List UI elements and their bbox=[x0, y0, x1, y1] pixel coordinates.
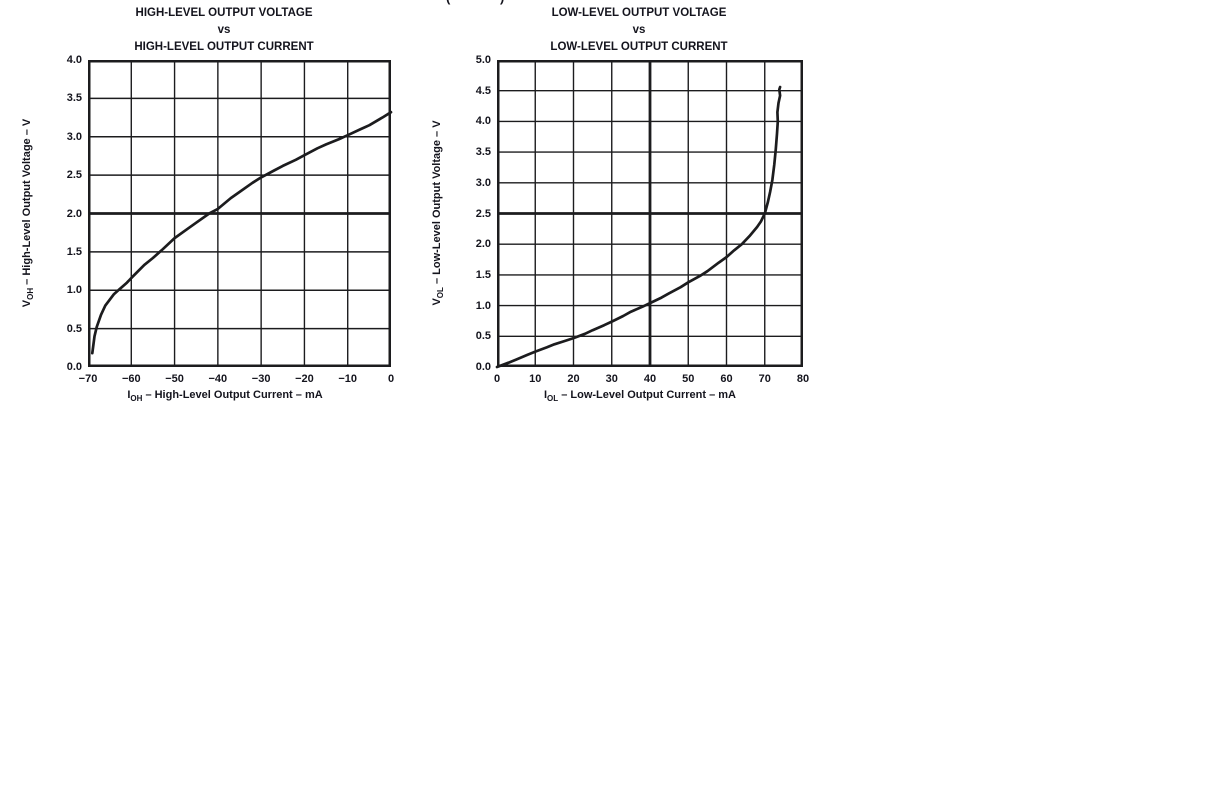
plot-area bbox=[495, 60, 803, 369]
y-axis-label-symbol: V bbox=[431, 298, 443, 306]
y-axis-label-subscript: OH bbox=[26, 287, 36, 300]
x-tick-label: 80 bbox=[796, 373, 810, 385]
x-axis-label-symbol: I bbox=[543, 389, 548, 401]
data-curve bbox=[495, 85, 782, 369]
x-axis-label: IOH – High-Level Output Current – mA bbox=[127, 389, 323, 404]
y-tick-label: 3.5 bbox=[66, 92, 82, 105]
chart-title-line-1: LOW-LEVEL OUTPUT VOLTAGE bbox=[551, 7, 727, 19]
x-tick-label: 50 bbox=[682, 373, 695, 385]
y-axis-label-symbol: V bbox=[21, 299, 33, 308]
chart-title: HIGH-LEVEL OUTPUT VOLTAGE vs HIGH-LEVEL … bbox=[134, 5, 313, 56]
y-tick-label: 3.0 bbox=[66, 130, 82, 143]
x-tick-label: 40 bbox=[643, 373, 657, 385]
x-axis-label-subscript: OL bbox=[547, 394, 559, 404]
y-tick-label: 3.5 bbox=[475, 146, 491, 159]
x-tick-label: −30 bbox=[251, 373, 271, 385]
x-tick-label: 0 bbox=[493, 373, 501, 385]
y-axis-label-subscript: OL bbox=[436, 287, 446, 299]
y-tick-label: 0.0 bbox=[475, 361, 491, 373]
y-tick-label: 1.0 bbox=[475, 299, 491, 312]
y-axis-label-text: – Low-Level Output Voltage – V bbox=[431, 120, 443, 288]
chart-title-line-2: vs bbox=[632, 24, 646, 36]
x-tick-label: −10 bbox=[338, 373, 358, 385]
plot-border bbox=[88, 60, 391, 367]
y-tick-label: 0.0 bbox=[66, 361, 82, 373]
y-tick-label: 1.5 bbox=[475, 268, 491, 281]
y-tick-label: 4.0 bbox=[475, 115, 491, 128]
x-tick-label: 60 bbox=[720, 373, 733, 385]
x-axis-label-symbol: I bbox=[127, 389, 131, 401]
y-axis-label: VOL – Low-Level Output Voltage – V bbox=[431, 120, 446, 306]
x-tick-label: 10 bbox=[529, 373, 542, 385]
y-tick-label: 4.5 bbox=[475, 84, 491, 97]
cropped-text-fragment: ( ) bbox=[440, 0, 520, 5]
y-tick-label: 2.0 bbox=[66, 207, 82, 220]
y-tick-label: 1.0 bbox=[66, 284, 82, 297]
y-tick-label: 0.5 bbox=[475, 330, 491, 343]
y-tick-label: 2.5 bbox=[475, 207, 491, 220]
y-tick-label: 3.0 bbox=[475, 176, 491, 189]
chart-title-line-1: HIGH-LEVEL OUTPUT VOLTAGE bbox=[135, 7, 313, 19]
x-tick-label: 0 bbox=[387, 373, 395, 385]
y-tick-label: 2.0 bbox=[475, 238, 491, 251]
y-tick-label: 1.5 bbox=[66, 245, 82, 258]
y-tick-label: 0.5 bbox=[66, 322, 82, 335]
y-tick-label: 4.0 bbox=[66, 54, 82, 66]
cropped-left-paren: ( bbox=[446, 0, 450, 5]
y-axis-label-text: – High-Level Output Voltage – V bbox=[21, 118, 33, 288]
chart-title: LOW-LEVEL OUTPUT VOLTAGE vs LOW-LEVEL OU… bbox=[550, 5, 727, 56]
x-tick-label: −40 bbox=[208, 373, 228, 385]
x-axis-label-subscript: OH bbox=[130, 394, 143, 404]
x-tick-label: −50 bbox=[165, 373, 184, 385]
y-tick-label: 2.5 bbox=[66, 169, 82, 182]
chart-title-line-3: HIGH-LEVEL OUTPUT CURRENT bbox=[134, 41, 314, 53]
x-axis-label-text: – Low-Level Output Current – mA bbox=[558, 389, 737, 401]
x-tick-label: −60 bbox=[121, 373, 141, 385]
y-axis-label: VOH – High-Level Output Voltage – V bbox=[21, 118, 36, 308]
cropped-right-paren: ) bbox=[500, 0, 504, 5]
x-tick-label: 70 bbox=[758, 373, 771, 385]
x-tick-label: 20 bbox=[567, 373, 580, 385]
x-tick-label: −70 bbox=[78, 373, 98, 385]
x-axis-label: IOL – Low-Level Output Current – mA bbox=[543, 389, 737, 404]
y-tick-label: 5.0 bbox=[475, 54, 491, 66]
chart-title-line-2: vs bbox=[217, 24, 231, 36]
x-tick-label: 30 bbox=[605, 373, 618, 385]
chart-title-line-3: LOW-LEVEL OUTPUT CURRENT bbox=[550, 41, 728, 53]
x-axis-label-text: – High-Level Output Current – mA bbox=[142, 389, 323, 401]
plot-area bbox=[88, 60, 393, 367]
x-tick-label: −20 bbox=[295, 373, 314, 385]
plot-border bbox=[497, 60, 803, 367]
data-curve bbox=[90, 110, 393, 355]
